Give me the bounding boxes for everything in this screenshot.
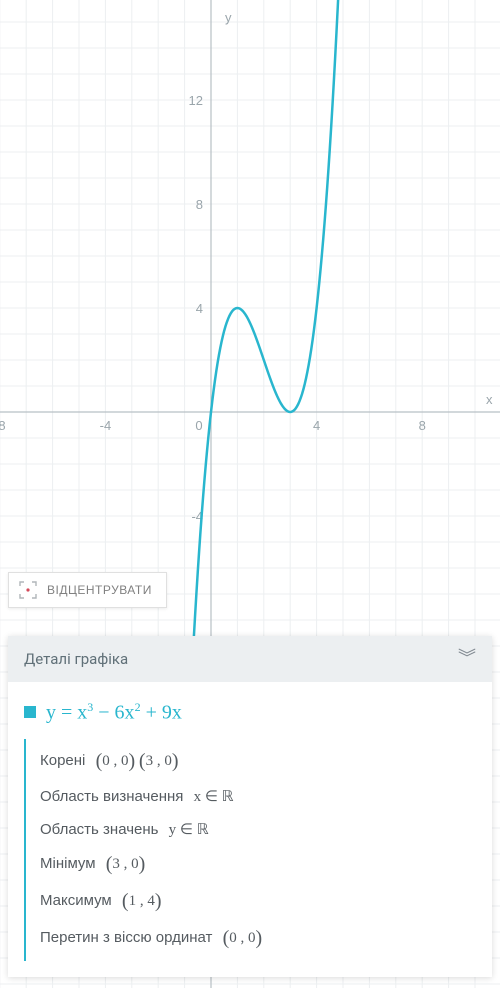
recenter-label: ВІДЦЕНТРУВАТИ bbox=[47, 583, 152, 597]
prop-max: Максимум (1 , 4) bbox=[40, 883, 476, 920]
prop-roots: Корені (0 , 0) (3 , 0) bbox=[40, 743, 476, 780]
equation-text: y = x3 − 6x2 + 9x bbox=[46, 700, 182, 725]
roots-label: Корені bbox=[40, 752, 85, 769]
roots-value: (0 , 0) (3 , 0) bbox=[96, 753, 179, 769]
prop-range: Область значень y ∈ ℝ bbox=[40, 813, 476, 846]
range-value: y ∈ ℝ bbox=[169, 822, 209, 838]
details-header[interactable]: Деталі графіка ︾ bbox=[8, 636, 492, 682]
svg-text:-8: -8 bbox=[0, 418, 6, 433]
prop-min: Мінімум (3 , 0) bbox=[40, 846, 476, 883]
yint-label: Перетин з віссю ординат bbox=[40, 929, 212, 946]
svg-text:8: 8 bbox=[419, 418, 426, 433]
equation-row: y = x3 − 6x2 + 9x bbox=[8, 682, 492, 739]
details-title: Деталі графіка bbox=[24, 650, 128, 668]
prop-yint: Перетин з віссю ординат (0 , 0) bbox=[40, 920, 476, 957]
svg-text:8: 8 bbox=[196, 197, 203, 212]
domain-label: Область визначення bbox=[40, 788, 183, 805]
svg-text:0: 0 bbox=[195, 418, 202, 433]
domain-value: x ∈ ℝ bbox=[194, 789, 234, 805]
min-label: Мінімум bbox=[40, 855, 96, 872]
max-value: (1 , 4) bbox=[122, 893, 162, 909]
svg-text:x: x bbox=[486, 392, 493, 407]
range-label: Область значень bbox=[40, 821, 158, 838]
recenter-icon bbox=[19, 581, 37, 599]
svg-text:y: y bbox=[225, 10, 232, 25]
min-value: (3 , 0) bbox=[106, 856, 146, 872]
svg-text:12: 12 bbox=[189, 93, 203, 108]
prop-domain: Область визначення x ∈ ℝ bbox=[40, 780, 476, 813]
yint-value: (0 , 0) bbox=[223, 930, 263, 946]
svg-text:4: 4 bbox=[196, 301, 203, 316]
collapse-icon: ︾ bbox=[458, 654, 476, 664]
properties-list: Корені (0 , 0) (3 , 0) Область визначенн… bbox=[24, 739, 476, 961]
max-label: Максимум bbox=[40, 892, 112, 909]
recenter-button[interactable]: ВІДЦЕНТРУВАТИ bbox=[8, 572, 167, 608]
series-marker bbox=[24, 706, 36, 718]
svg-text:4: 4 bbox=[313, 418, 320, 433]
svg-text:-4: -4 bbox=[100, 418, 112, 433]
details-panel: Деталі графіка ︾ y = x3 − 6x2 + 9x Корен… bbox=[8, 636, 492, 977]
